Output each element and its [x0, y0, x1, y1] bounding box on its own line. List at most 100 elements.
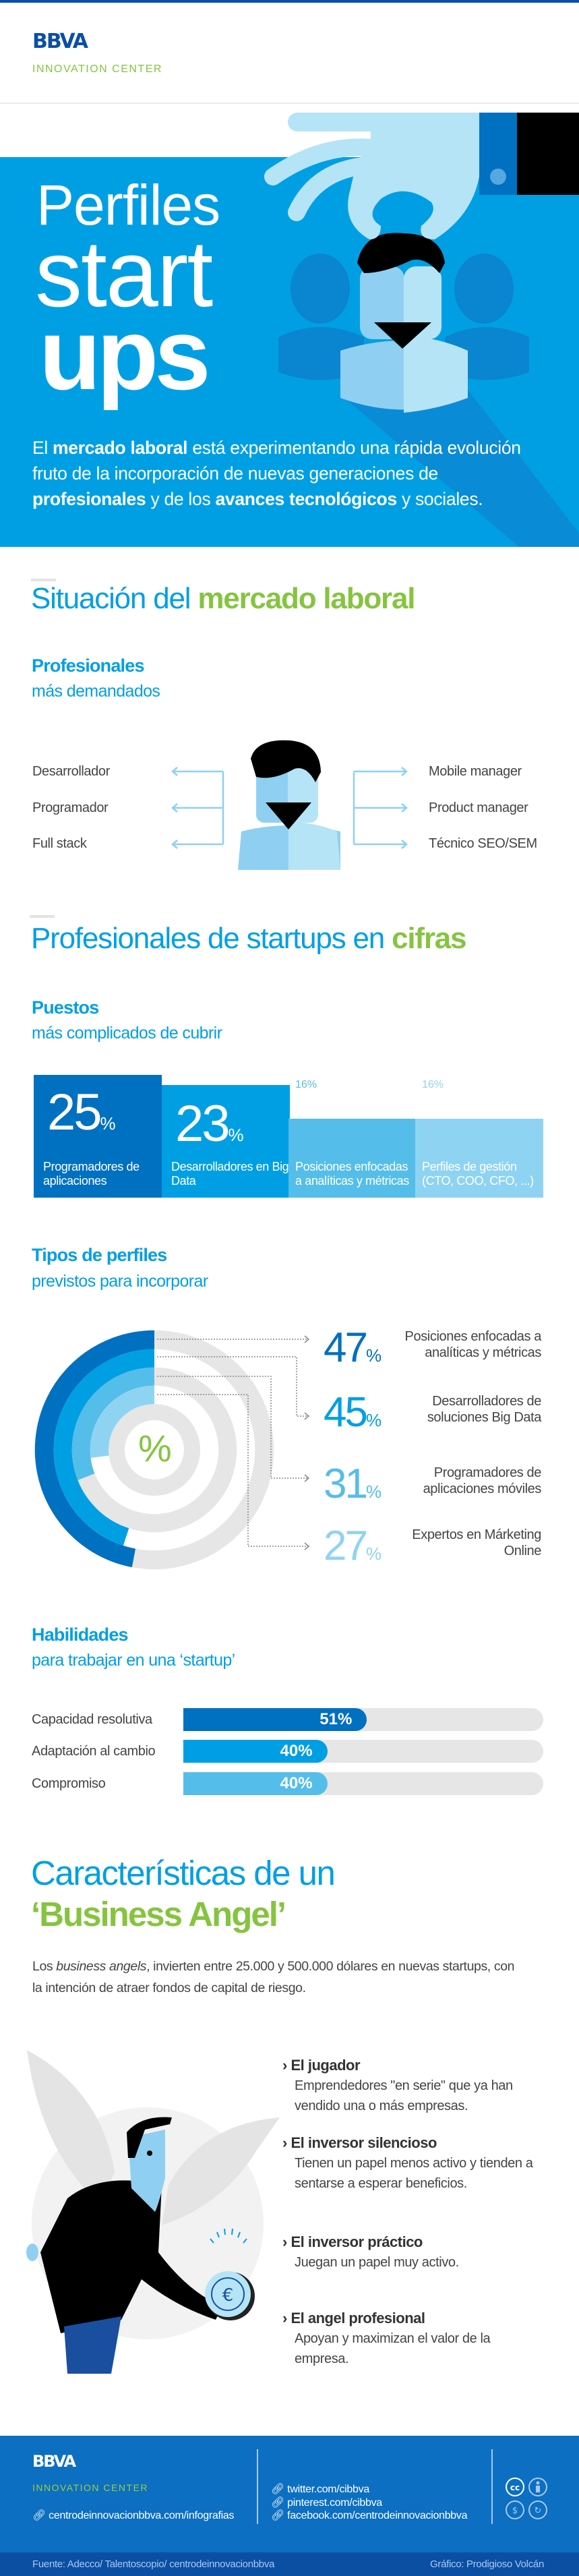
wing-right-icon: [162, 2117, 280, 2225]
intro-text: Los: [32, 1959, 57, 1974]
angel-type-desc: Emprendedores "en serie" que ya han vend…: [295, 2078, 513, 2113]
credit-text: Gráfico: Prodigioso Volcán: [430, 2558, 544, 2570]
angel-title-line2: ‘Business Angel’: [31, 1895, 286, 1933]
skill-fill: 40%: [183, 1740, 328, 1763]
paragraph-text: El: [32, 438, 53, 458]
puestos-bar: 25% Programadores de aplicaciones: [34, 1075, 162, 1198]
value-unit: %: [228, 1125, 244, 1145]
hero-illustration: [264, 113, 579, 547]
profiles-donut-chart: [34, 1330, 310, 1570]
skill-label: Capacidad resolutiva: [32, 1712, 152, 1727]
hero-title-line2: start: [35, 221, 213, 326]
chevron-right-icon: ›: [282, 2233, 291, 2250]
arrow-icon: [304, 1412, 310, 1420]
angel-type-title: › El angel profesional: [282, 2310, 425, 2327]
svg-text:$: $: [512, 2506, 518, 2516]
inner-ring: [109, 1404, 200, 1496]
angel-type-name: El inversor práctico: [291, 2233, 423, 2250]
arrow-icon: [304, 1335, 310, 1343]
footer-credits-bar: [0, 2552, 579, 2576]
demanded-item: Programador: [32, 800, 109, 815]
angel-title-line1: Características de un: [31, 1854, 336, 1892]
puestos-label: Perfiles de gestión (CTO, COO, CFO, ...): [422, 1160, 534, 1188]
value-unit: %: [365, 1345, 382, 1366]
value-unit: %: [365, 1482, 382, 1502]
innovation-center-label: INNOVATION CENTER: [32, 63, 162, 75]
subtitle-light: previstos para incorporar: [32, 1272, 208, 1291]
link-icon: 🔗︎: [271, 2497, 288, 2509]
title-light: Situación del: [31, 582, 198, 615]
puestos-label: Desarrolladores en Big Data: [171, 1160, 289, 1188]
svg-text:€: €: [222, 2285, 234, 2306]
subtitle-bold: Habilidades: [32, 1624, 129, 1645]
demanded-item: Product manager: [429, 800, 528, 815]
link-icon: 🔗︎: [32, 2510, 49, 2521]
angel-type-desc: Juegan un papel muy activo.: [295, 2255, 459, 2270]
puestos-bar: Perfiles de gestión (CTO, COO, CFO, ...): [415, 1119, 543, 1198]
paragraph-text: y de los: [146, 489, 216, 509]
puestos-value: 16%: [295, 1079, 317, 1091]
subtitle-light: más complicados de cubrir: [32, 1024, 222, 1043]
donut-label: Expertos en Márketing Online: [412, 1527, 541, 1558]
demanded-item: Mobile manager: [429, 764, 522, 779]
professional-diagram: [171, 740, 408, 870]
svg-text:cc: cc: [510, 2483, 520, 2492]
demanded-item: Desarrollador: [32, 764, 110, 779]
twitter-link[interactable]: 🔗︎ twitter.com/cibbva: [271, 2482, 369, 2496]
wing-left-icon: [27, 2050, 115, 2205]
skill-track: 40%: [183, 1772, 543, 1795]
creative-commons-icons: cc $ ↻: [506, 2478, 547, 2519]
euro-coin-icon: €: [205, 2271, 255, 2320]
footer-divider: [491, 2449, 493, 2524]
chevron-right-icon: ›: [282, 2310, 291, 2326]
footer-divider: [257, 2449, 258, 2524]
value-number: 27: [324, 1523, 368, 1569]
link-icon: 🔗︎: [271, 2510, 288, 2521]
subtitle-bold: Tipos de perfiles: [32, 1245, 167, 1265]
top-bar: [0, 0, 579, 3]
subtitle-light: más demandados: [32, 682, 160, 701]
facebook-link[interactable]: 🔗︎ facebook.com/centrodeinnovacionbbva: [271, 2509, 468, 2522]
donut-arc: [90, 1385, 155, 1458]
divider: [0, 103, 579, 104]
puestos-value: 16%: [422, 1079, 444, 1091]
site-link[interactable]: 🔗︎ centrodeinnovacionbbva.com/infografia…: [32, 2509, 234, 2522]
svg-text:↻: ↻: [535, 2506, 542, 2516]
angel-type-desc: Apoyan y maximizan el valor de la empres…: [295, 2331, 491, 2366]
donut-arc: [34, 1330, 155, 1568]
subtitle-bold: Profesionales: [32, 655, 144, 676]
skill-label: Adaptación al cambio: [32, 1744, 156, 1759]
skill-track: 40%: [183, 1740, 543, 1763]
by-icon: [528, 2478, 547, 2496]
pinterest-link[interactable]: 🔗︎ pinterest.com/cibbva: [271, 2496, 382, 2509]
puestos-value: 25%: [47, 1087, 116, 1138]
puestos-bar: 23% Desarrolladores en Big Data: [162, 1085, 290, 1198]
arrow-icon: [304, 1542, 310, 1550]
angel-type-name: El angel profesional: [291, 2310, 425, 2326]
chevron-right-icon: ›: [282, 2057, 291, 2074]
site-link-text: centrodeinnovacionbbva.com/infografias: [49, 2510, 235, 2521]
hero-paragraph: El mercado laboral está experimentando u…: [32, 435, 545, 512]
donut-value: 31%: [324, 1463, 382, 1505]
section-title-cifras: Profesionales de startups en cifras: [31, 924, 467, 954]
shadow: [340, 390, 579, 547]
left-arrows-icon: [171, 767, 224, 849]
value-number: 25: [47, 1084, 102, 1141]
skill-label: Compromiso: [32, 1776, 106, 1791]
value-unit: %: [100, 1113, 116, 1134]
value-unit: %: [307, 1079, 317, 1090]
hero-title-line3: ups: [39, 297, 211, 411]
sa-icon: [528, 2500, 547, 2519]
connector-line: [157, 1376, 308, 1479]
hand-icon: [264, 113, 490, 239]
title-bold: mercado laboral: [197, 582, 415, 615]
value-number: 31: [324, 1461, 368, 1507]
donut-value: 45%: [324, 1392, 382, 1434]
donut-label: Desarrolladores de soluciones Big Data: [427, 1394, 542, 1425]
footer-innovation-center: INNOVATION CENTER: [32, 2482, 148, 2493]
candidate-person-icon: [340, 233, 468, 413]
demanded-item: Técnico SEO/SEM: [429, 836, 537, 851]
nc-icon: [506, 2500, 524, 2519]
donut-arc: [71, 1367, 155, 1480]
business-angel-illustration: €: [26, 2050, 280, 2374]
